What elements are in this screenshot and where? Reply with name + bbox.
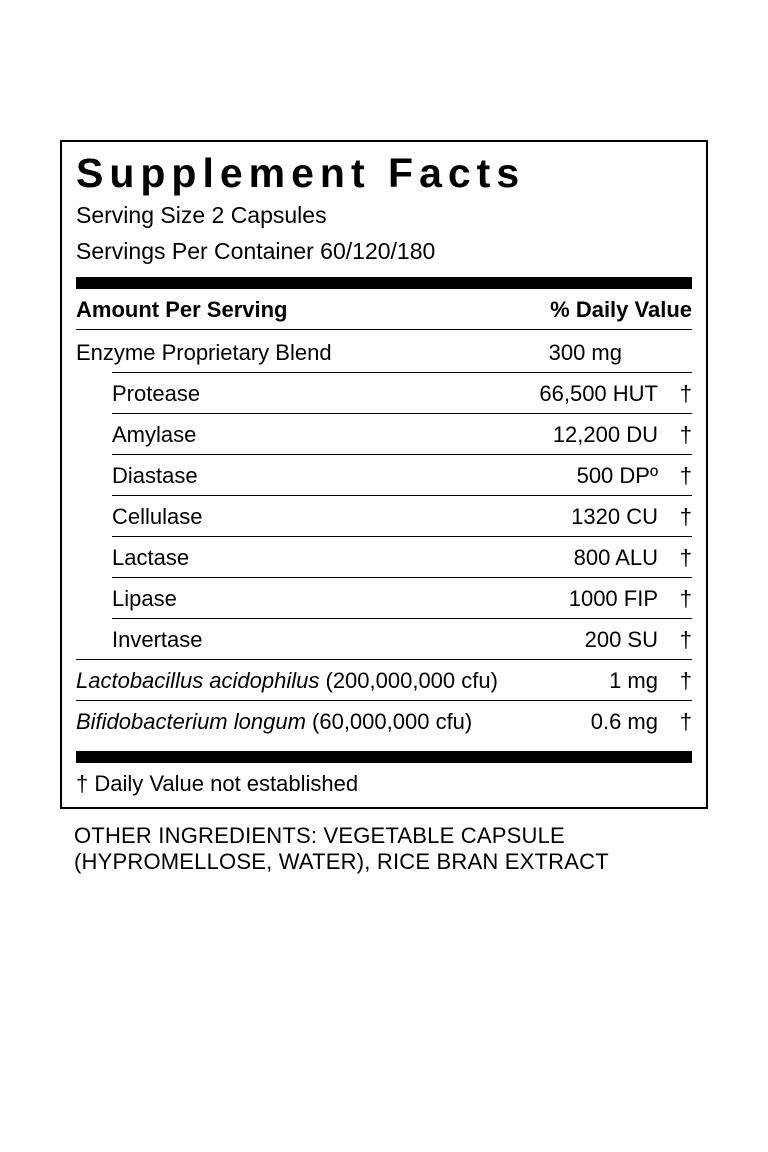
column-header-row: Amount Per Serving % Daily Value bbox=[76, 289, 692, 330]
enzyme-row: Amylase 12,200 DU † bbox=[112, 413, 692, 454]
enzyme-amount: 1000 FIP bbox=[508, 586, 658, 612]
serving-size: Serving Size 2 Capsules bbox=[76, 201, 692, 231]
header-right: % Daily Value bbox=[550, 297, 692, 323]
divider-thick bbox=[76, 277, 692, 289]
supplement-facts-panel: Supplement Facts Serving Size 2 Capsules… bbox=[60, 140, 708, 809]
blend-amount: 300 mg bbox=[549, 340, 692, 366]
enzyme-name: Cellulase bbox=[112, 504, 508, 530]
enzyme-amount: 800 ALU bbox=[508, 545, 658, 571]
enzyme-amount: 200 SU bbox=[508, 627, 658, 653]
enzyme-name: Protease bbox=[112, 381, 508, 407]
dagger-icon: † bbox=[658, 545, 692, 571]
blend-row: Enzyme Proprietary Blend 300 mg bbox=[76, 330, 692, 372]
dagger-icon: † bbox=[658, 586, 692, 612]
dagger-icon: † bbox=[658, 422, 692, 448]
probiotic-amount: 1 mg bbox=[568, 668, 658, 694]
dagger-icon: † bbox=[658, 668, 692, 694]
dagger-icon: † bbox=[658, 709, 692, 735]
enzyme-name: Lipase bbox=[112, 586, 508, 612]
probiotic-name: Lactobacillus acidophilus (200,000,000 c… bbox=[76, 668, 568, 694]
enzyme-name: Amylase bbox=[112, 422, 508, 448]
enzyme-list: Protease 66,500 HUT † Amylase 12,200 DU … bbox=[76, 372, 692, 659]
divider-thick bbox=[76, 751, 692, 763]
dagger-icon: † bbox=[658, 504, 692, 530]
other-ingredients: OTHER INGREDIENTS: VEGETABLE CAPSULE (HY… bbox=[60, 823, 708, 875]
blend-name: Enzyme Proprietary Blend bbox=[76, 340, 332, 366]
servings-per-container: Servings Per Container 60/120/180 bbox=[76, 237, 692, 267]
enzyme-row: Lipase 1000 FIP † bbox=[112, 577, 692, 618]
enzyme-name: Invertase bbox=[112, 627, 508, 653]
enzyme-row: Lactase 800 ALU † bbox=[112, 536, 692, 577]
enzyme-amount: 500 DPº bbox=[508, 463, 658, 489]
dagger-icon: † bbox=[658, 463, 692, 489]
enzyme-amount: 12,200 DU bbox=[508, 422, 658, 448]
dagger-icon: † bbox=[658, 627, 692, 653]
probiotic-name: Bifidobacterium longum (60,000,000 cfu) bbox=[76, 709, 568, 735]
dagger-icon: † bbox=[658, 381, 692, 407]
enzyme-name: Lactase bbox=[112, 545, 508, 571]
probiotic-amount: 0.6 mg bbox=[568, 709, 658, 735]
footnote: † Daily Value not established bbox=[76, 763, 692, 799]
enzyme-row: Protease 66,500 HUT † bbox=[112, 372, 692, 413]
enzyme-row: Cellulase 1320 CU † bbox=[112, 495, 692, 536]
enzyme-name: Diastase bbox=[112, 463, 508, 489]
probiotic-row: Lactobacillus acidophilus (200,000,000 c… bbox=[76, 659, 692, 700]
enzyme-amount: 66,500 HUT bbox=[508, 381, 658, 407]
enzyme-row: Diastase 500 DPº † bbox=[112, 454, 692, 495]
header-left: Amount Per Serving bbox=[76, 297, 287, 323]
panel-title: Supplement Facts bbox=[76, 152, 692, 195]
enzyme-amount: 1320 CU bbox=[508, 504, 658, 530]
probiotic-row: Bifidobacterium longum (60,000,000 cfu) … bbox=[76, 700, 692, 741]
enzyme-row: Invertase 200 SU † bbox=[112, 618, 692, 659]
